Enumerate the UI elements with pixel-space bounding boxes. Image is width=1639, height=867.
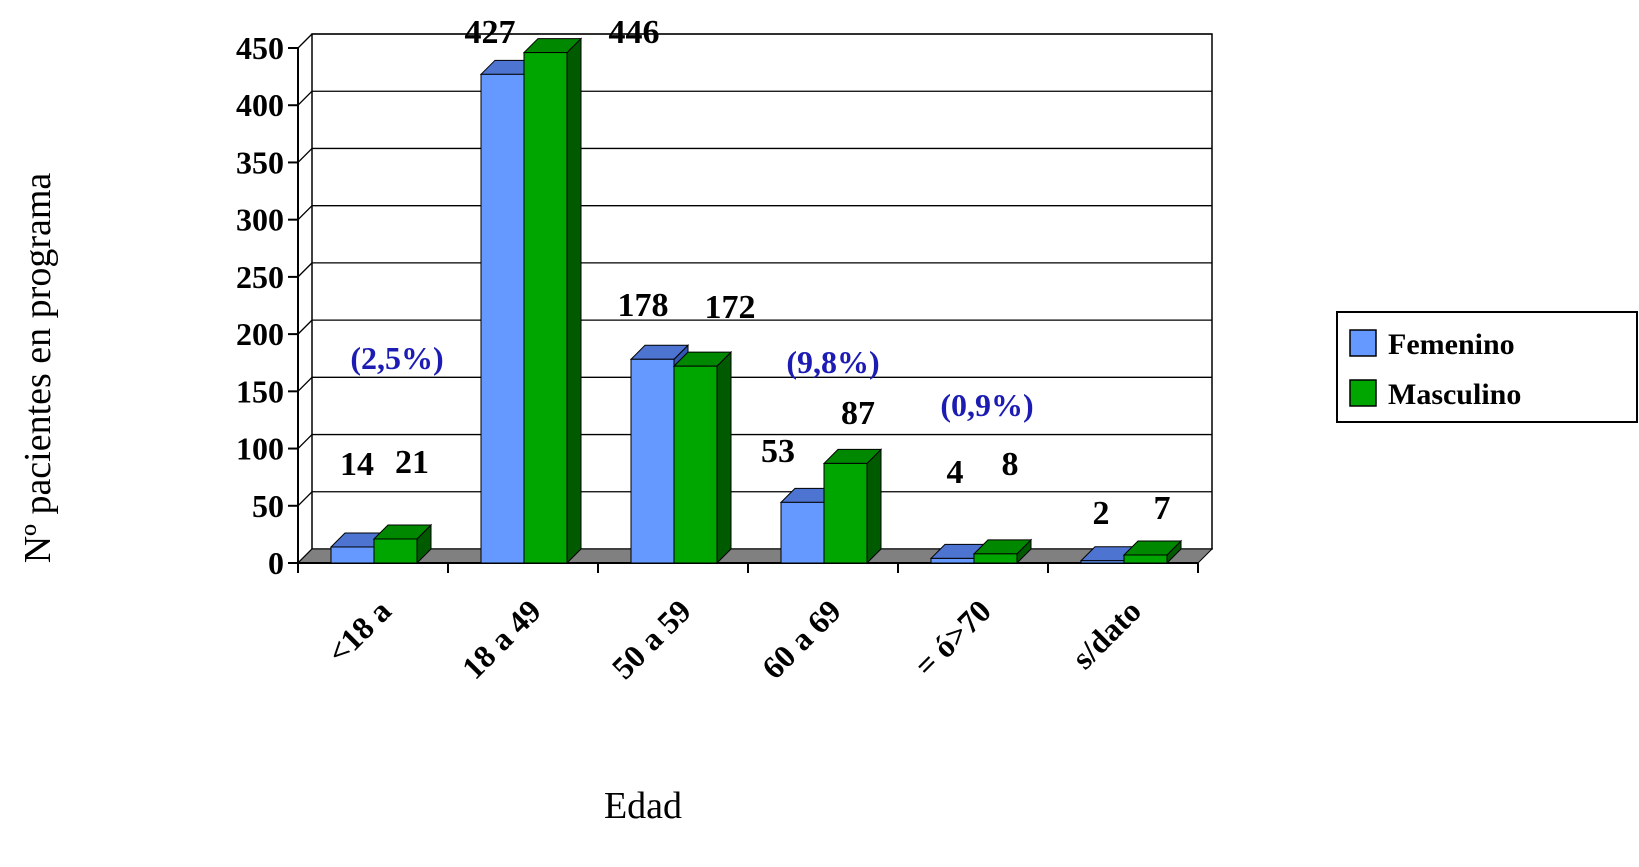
bar-masculino xyxy=(1123,554,1168,564)
data-label-masculino: 446 xyxy=(609,14,660,51)
bar-femenino xyxy=(330,546,375,564)
bar-masculino xyxy=(523,52,568,564)
y-tick-label: 450 xyxy=(236,30,284,66)
data-label-masculino: 7 xyxy=(1154,490,1171,527)
x-category-label: <18 a xyxy=(320,592,398,670)
gridline-side xyxy=(297,491,313,507)
bar-masculino xyxy=(973,553,1018,564)
x-category-label: 60 a 69 xyxy=(755,592,848,685)
x-category-label: 18 a 49 xyxy=(455,592,548,685)
gridline-side xyxy=(297,90,313,106)
y-tick-label: 200 xyxy=(236,316,284,352)
bar-masculino xyxy=(823,462,868,564)
gridline-side xyxy=(297,33,313,49)
bar-side-masculino xyxy=(716,350,732,565)
legend-swatch-femenino xyxy=(1349,329,1377,357)
gridline-side xyxy=(297,376,313,392)
data-label-femenino: 2 xyxy=(1093,495,1110,532)
data-label-masculino: 8 xyxy=(1002,446,1019,483)
gridline-side xyxy=(297,147,313,163)
bar-femenino xyxy=(1080,560,1125,564)
legend-label: Femenino xyxy=(1388,328,1515,361)
percentage-annotation: (0,9%) xyxy=(940,387,1033,423)
y-tick-label: 250 xyxy=(236,259,284,295)
gridline-side xyxy=(297,319,313,335)
x-axis-title: Edad xyxy=(604,785,682,827)
legend-label: Masculino xyxy=(1388,378,1521,411)
y-tick-label: 350 xyxy=(236,144,284,180)
y-tick-label: 300 xyxy=(236,202,284,238)
x-category-label: s/dato xyxy=(1065,592,1148,675)
y-tick-label: 100 xyxy=(236,431,284,467)
gridline-side xyxy=(297,205,313,221)
gridline-side xyxy=(297,434,313,450)
plot-back-wall xyxy=(311,33,1213,550)
x-category-label: 50 a 59 xyxy=(605,592,698,685)
x-category-label: = ó>70 xyxy=(907,592,998,683)
gridline-side xyxy=(297,262,313,278)
data-label-femenino: 53 xyxy=(761,433,795,470)
y-tick-label: 400 xyxy=(236,87,284,123)
bar-femenino xyxy=(630,358,675,564)
data-label-femenino: 14 xyxy=(340,446,374,483)
legend-box xyxy=(1336,311,1638,423)
data-label-masculino: 21 xyxy=(395,444,429,481)
bar-side-masculino xyxy=(566,37,582,565)
data-label-femenino: 4 xyxy=(947,454,964,491)
plot-floor xyxy=(296,548,1214,564)
bar-femenino xyxy=(780,501,825,564)
data-label-masculino: 172 xyxy=(705,289,756,326)
y-tick-label: 0 xyxy=(268,545,284,581)
percentage-annotation: (9,8%) xyxy=(786,344,879,380)
bar-masculino xyxy=(373,538,418,564)
data-label-femenino: 178 xyxy=(618,287,669,324)
bar-side-masculino xyxy=(866,448,882,565)
data-label-masculino: 87 xyxy=(841,395,875,432)
bar-masculino xyxy=(673,365,718,564)
y-axis-title: Nº pacientes en programa xyxy=(17,173,59,564)
bar-femenino xyxy=(930,557,975,564)
bar-femenino xyxy=(480,73,525,564)
percentage-annotation: (2,5%) xyxy=(350,340,443,376)
y-tick-label: 150 xyxy=(236,373,284,409)
legend-swatch-masculino xyxy=(1349,379,1377,407)
y-tick-label: 50 xyxy=(252,488,284,524)
data-label-femenino: 427 xyxy=(465,14,516,51)
